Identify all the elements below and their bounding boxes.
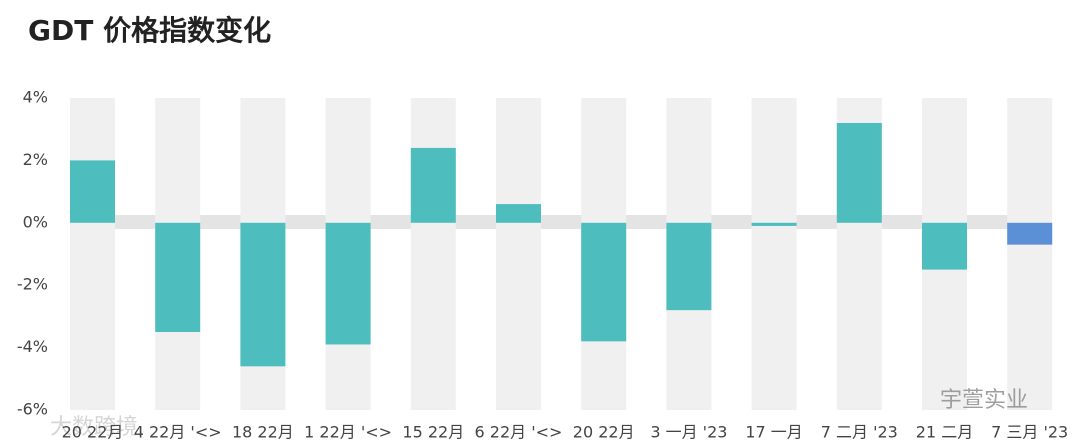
chart-title: GDT 价格指数变化 <box>28 14 271 47</box>
column-band <box>496 98 541 410</box>
x-tick-label: 20 22月 <box>573 423 635 442</box>
bar <box>666 222 712 311</box>
x-tick-label: 1 22月 '<> <box>304 423 392 442</box>
bar <box>751 222 797 226</box>
y-tick-label: 0% <box>23 212 48 231</box>
bar <box>155 222 201 332</box>
bar <box>70 160 115 223</box>
zero-band <box>70 215 1050 229</box>
bar <box>496 204 541 223</box>
x-tick-label: 17 一月 <box>745 423 802 442</box>
bar <box>1007 222 1053 245</box>
x-tick-label: 3 一月 '23 <box>650 423 727 442</box>
bar <box>325 222 371 345</box>
y-tick-label: 4% <box>23 88 48 107</box>
bar <box>581 222 627 342</box>
column-band <box>70 98 115 410</box>
bar <box>922 222 967 270</box>
x-tick-label: 7 二月 '23 <box>821 423 898 442</box>
column-band <box>410 98 456 410</box>
column-band <box>1007 98 1053 410</box>
y-tick-label: -6% <box>17 400 48 419</box>
x-tick-label: 15 22月 <box>402 423 464 442</box>
y-tick-label: -2% <box>17 275 48 294</box>
x-tick-label: 7 三月 '23 <box>991 423 1068 442</box>
x-tick-label: 20 22月 <box>62 423 124 442</box>
x-tick-label: 18 22月 <box>232 423 294 442</box>
x-tick-label: 4 22月 '<> <box>134 423 222 442</box>
watermark: 宇萱实业 <box>940 388 1028 413</box>
watermark: 大数跨境 <box>50 415 138 440</box>
x-tick-label: 6 22月 '<> <box>475 423 563 442</box>
y-tick-label: -4% <box>17 337 48 356</box>
bar <box>410 147 456 223</box>
y-tick-label: 2% <box>23 150 48 169</box>
plot <box>70 98 1053 410</box>
bar <box>240 222 286 367</box>
x-tick-label: 21 二月 <box>916 423 973 442</box>
column-band <box>751 98 797 410</box>
bar <box>836 122 882 223</box>
